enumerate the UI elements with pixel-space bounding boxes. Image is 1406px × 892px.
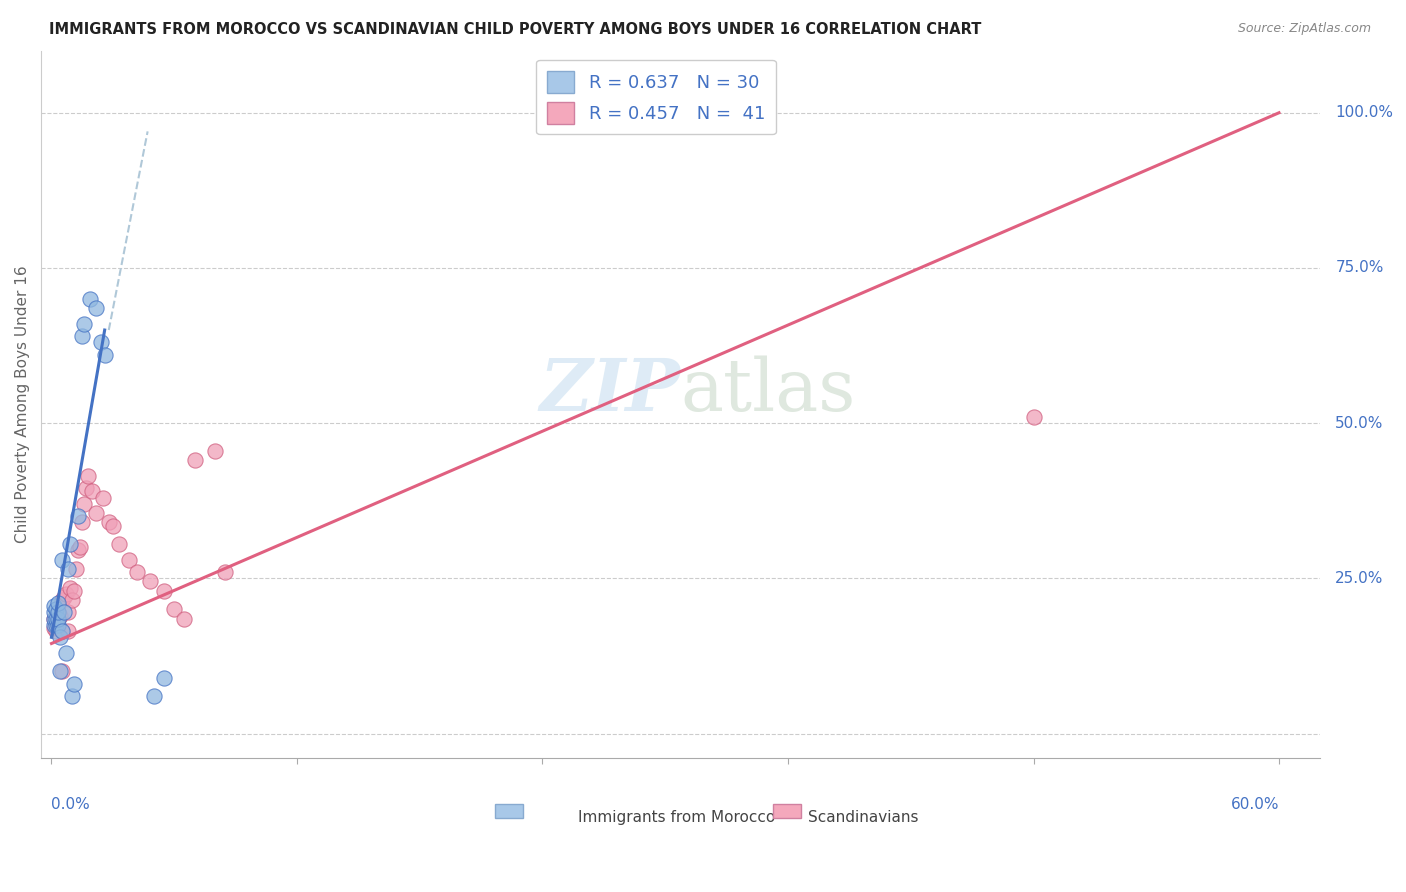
Point — [77, 469, 100, 483]
Point — [59, 581, 82, 595]
Text: 50.0%: 50.0% — [1336, 416, 1384, 431]
Point — [42, 612, 65, 626]
FancyBboxPatch shape — [773, 805, 801, 819]
Point — [63, 583, 86, 598]
Text: Scandinavians: Scandinavians — [808, 810, 920, 825]
Point — [153, 671, 176, 685]
Point — [214, 565, 236, 579]
Text: Source: ZipAtlas.com: Source: ZipAtlas.com — [1237, 22, 1371, 36]
Point — [55, 587, 77, 601]
Point — [70, 516, 93, 530]
Point — [48, 665, 70, 679]
Point — [63, 677, 86, 691]
Point — [51, 552, 73, 566]
Point — [70, 329, 93, 343]
Point — [52, 606, 75, 620]
Point — [69, 541, 91, 555]
Point — [52, 590, 75, 604]
Text: 100.0%: 100.0% — [1336, 105, 1393, 120]
Point — [45, 615, 67, 629]
Point — [45, 612, 67, 626]
Point — [55, 646, 77, 660]
Point — [91, 491, 114, 505]
Point — [90, 335, 112, 350]
Point — [204, 444, 226, 458]
Text: 60.0%: 60.0% — [1230, 797, 1279, 813]
Point — [127, 565, 149, 579]
Text: ZIP: ZIP — [540, 355, 681, 425]
Point — [65, 562, 87, 576]
Point — [42, 606, 65, 620]
Point — [97, 516, 120, 530]
Point — [42, 621, 65, 635]
Point — [75, 481, 97, 495]
Text: 25.0%: 25.0% — [1336, 571, 1384, 586]
Point — [56, 562, 79, 576]
Point — [67, 509, 90, 524]
Point — [153, 583, 176, 598]
Point — [48, 608, 70, 623]
Point — [51, 624, 73, 638]
Y-axis label: Child Poverty Among Boys Under 16: Child Poverty Among Boys Under 16 — [15, 266, 30, 543]
Text: 75.0%: 75.0% — [1336, 260, 1384, 276]
Point — [60, 690, 83, 704]
Point — [46, 621, 69, 635]
Point — [51, 624, 73, 638]
Text: atlas: atlas — [681, 355, 856, 425]
FancyBboxPatch shape — [495, 805, 523, 819]
Point — [59, 537, 82, 551]
Point — [46, 618, 69, 632]
Point — [42, 618, 65, 632]
Point — [42, 599, 65, 614]
Text: Immigrants from Morocco: Immigrants from Morocco — [578, 810, 776, 825]
Point — [48, 630, 70, 644]
Point — [142, 690, 165, 704]
Point — [45, 624, 67, 638]
Point — [79, 292, 101, 306]
Point — [67, 543, 90, 558]
Point — [163, 602, 186, 616]
Point — [82, 484, 104, 499]
Point — [46, 606, 69, 620]
Text: IMMIGRANTS FROM MOROCCO VS SCANDINAVIAN CHILD POVERTY AMONG BOYS UNDER 16 CORREL: IMMIGRANTS FROM MOROCCO VS SCANDINAVIAN … — [49, 22, 981, 37]
Point — [45, 618, 67, 632]
Point — [73, 317, 96, 331]
Point — [73, 497, 96, 511]
Point — [45, 602, 67, 616]
Point — [118, 552, 141, 566]
Point — [86, 506, 108, 520]
Point — [51, 593, 73, 607]
Point — [56, 606, 79, 620]
Point — [51, 665, 73, 679]
Point — [46, 612, 69, 626]
Point — [1022, 409, 1045, 424]
Point — [101, 518, 124, 533]
Point — [56, 624, 79, 638]
Point — [183, 453, 205, 467]
Point — [173, 612, 195, 626]
Point — [46, 596, 69, 610]
Legend: R = 0.637   N = 30, R = 0.457   N =  41: R = 0.637 N = 30, R = 0.457 N = 41 — [536, 60, 776, 135]
Point — [138, 574, 160, 589]
Point — [46, 612, 69, 626]
Point — [46, 606, 69, 620]
Point — [60, 593, 83, 607]
Text: 0.0%: 0.0% — [52, 797, 90, 813]
Point — [42, 612, 65, 626]
Point — [93, 348, 115, 362]
Point — [108, 537, 131, 551]
Point — [86, 301, 108, 316]
